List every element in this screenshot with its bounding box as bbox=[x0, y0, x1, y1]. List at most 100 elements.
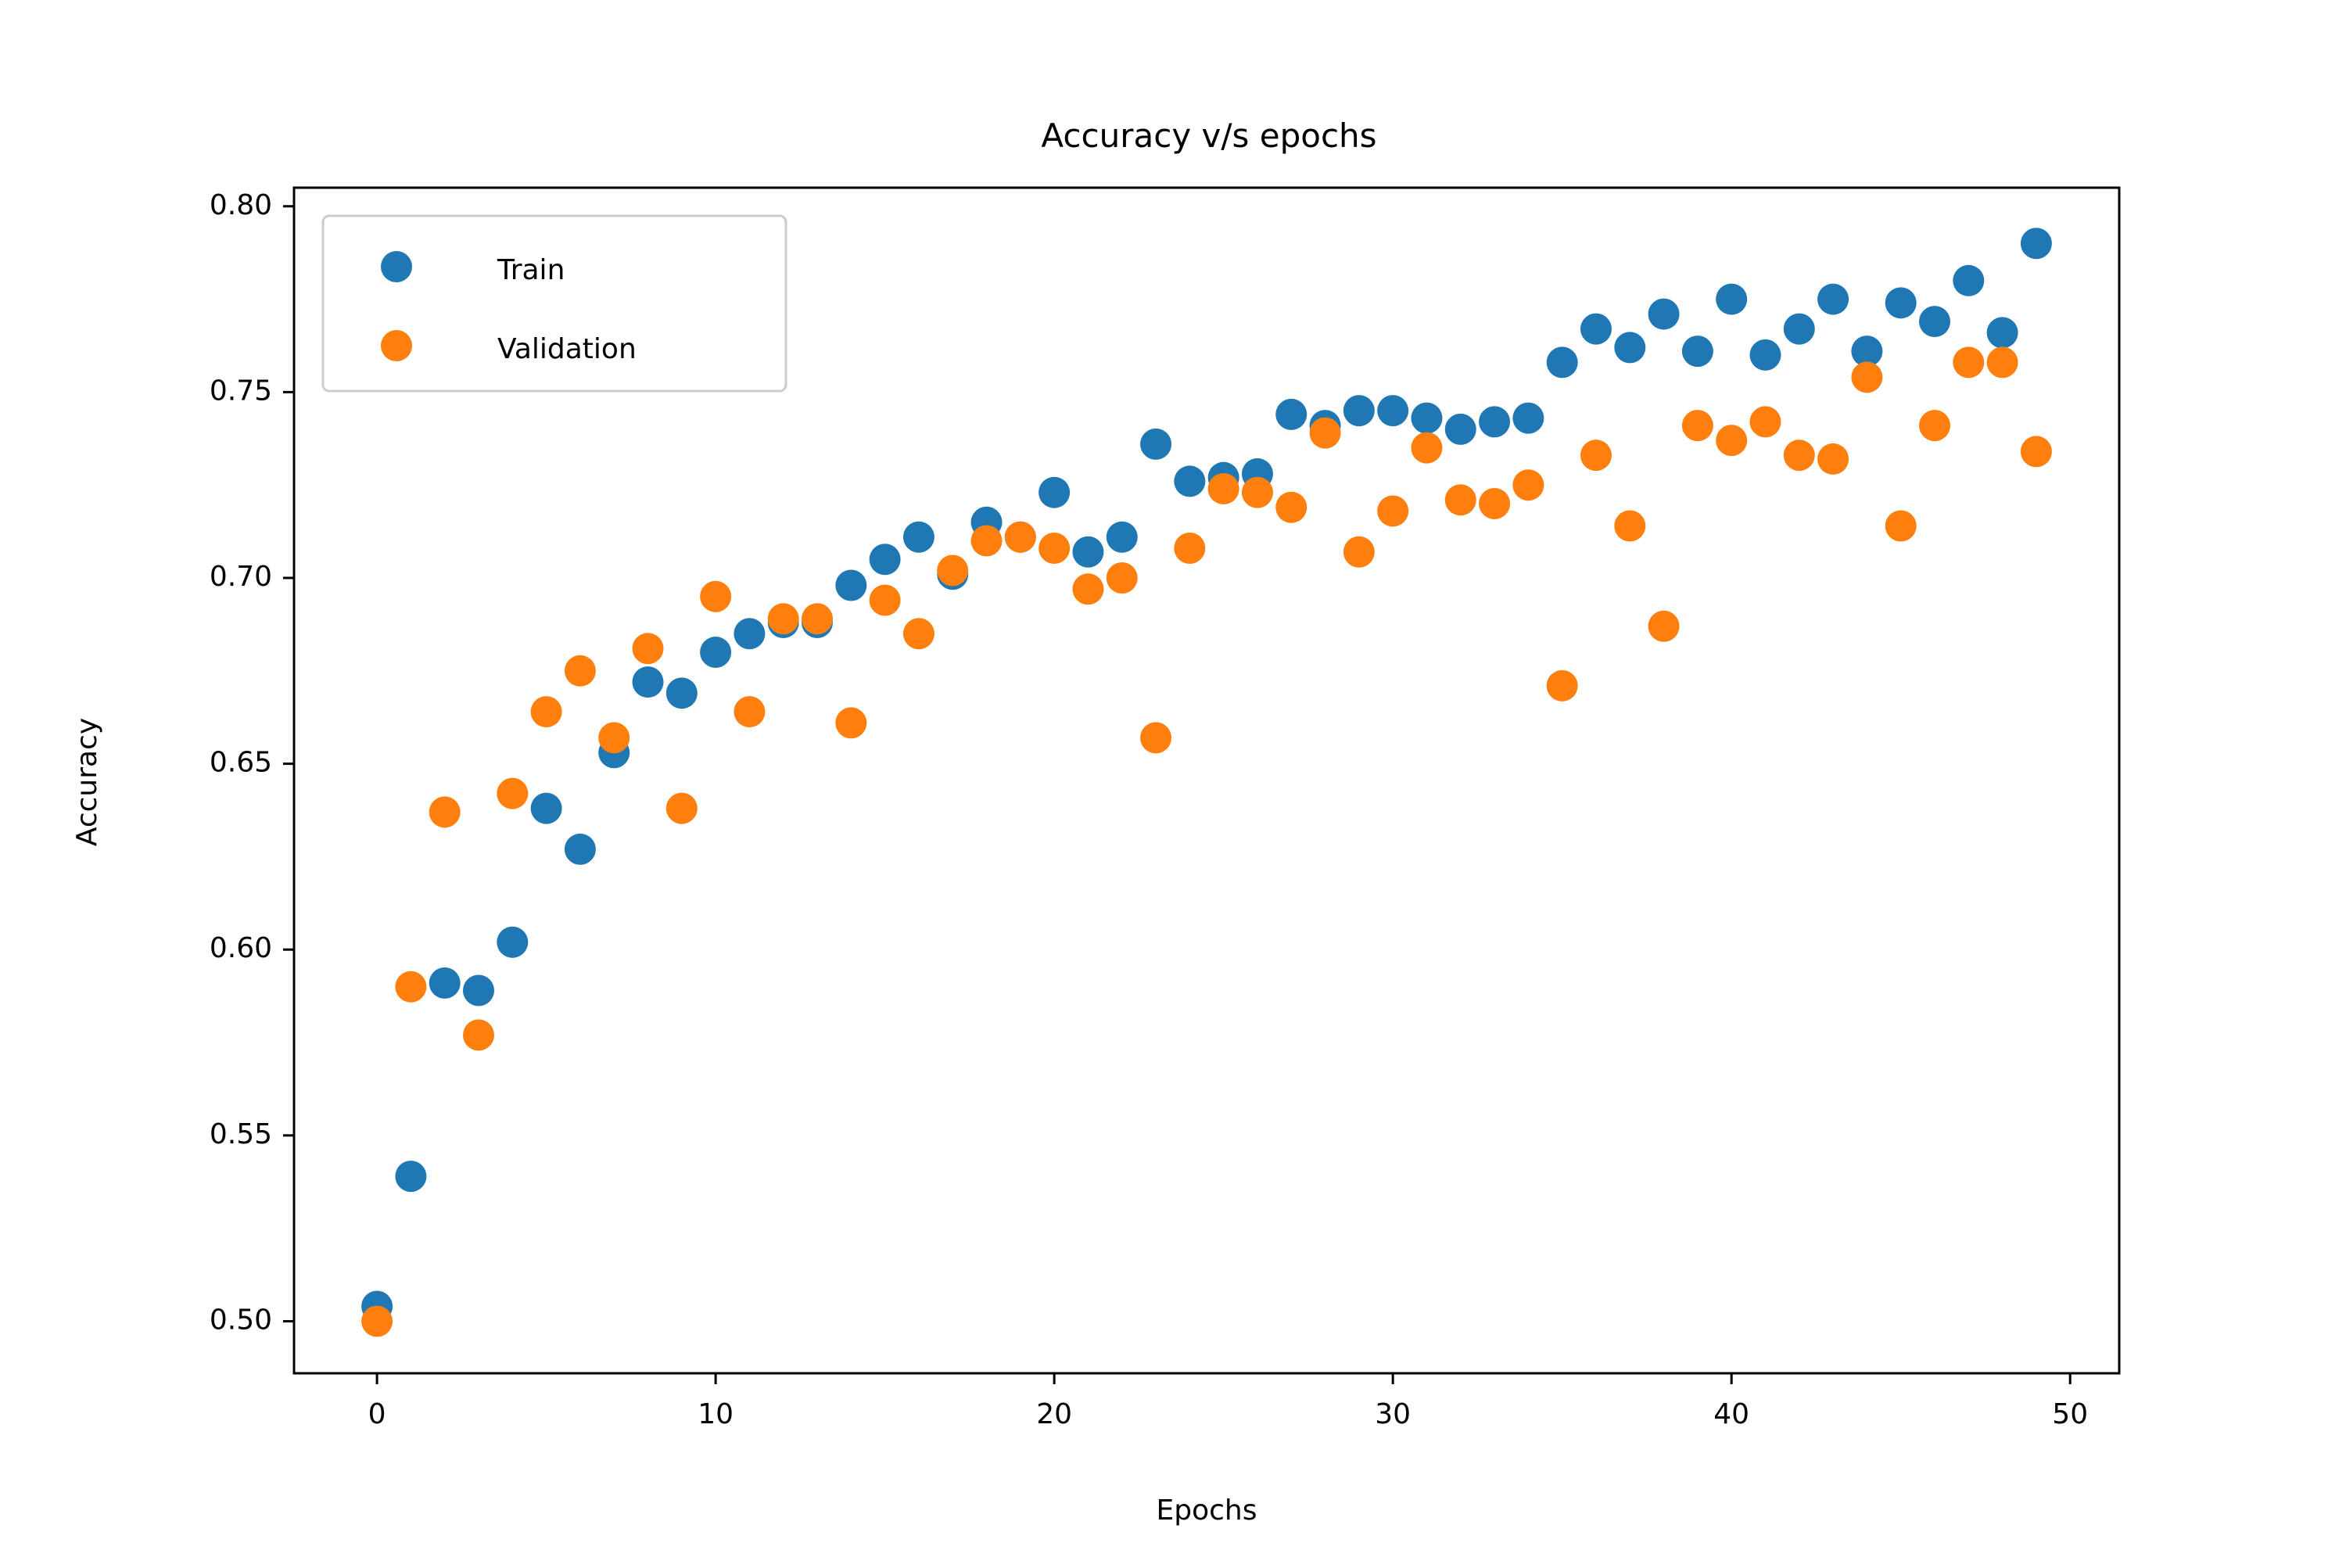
x-tick-label: 0 bbox=[368, 1398, 386, 1430]
train-point bbox=[1580, 313, 1612, 345]
legend: Train Validation bbox=[321, 214, 787, 393]
train-point bbox=[1377, 395, 1409, 427]
train-point bbox=[1817, 283, 1849, 315]
train-point bbox=[1953, 264, 1985, 296]
validation-point bbox=[1241, 476, 1273, 508]
validation-point bbox=[395, 971, 427, 1003]
validation-point bbox=[1174, 532, 1206, 564]
train-point bbox=[1512, 402, 1544, 434]
validation-point bbox=[1207, 472, 1239, 504]
validation-point bbox=[1986, 346, 2018, 379]
data-points-layer bbox=[361, 228, 2052, 1337]
train-point bbox=[1783, 313, 1815, 345]
train-point bbox=[734, 618, 766, 650]
validation-point bbox=[1919, 410, 1951, 442]
validation-point bbox=[1580, 440, 1612, 472]
validation-point bbox=[1377, 495, 1409, 527]
train-point bbox=[665, 677, 698, 709]
y-tick-label: 0.80 bbox=[210, 189, 272, 221]
validation-point bbox=[1953, 346, 1985, 379]
x-tick-label: 50 bbox=[2052, 1398, 2088, 1430]
validation-point bbox=[1614, 510, 1646, 542]
train-point bbox=[1174, 465, 1206, 497]
y-axis-ticks: 0.50 0.55 0.60 0.65 0.70 0.75 0.80 bbox=[210, 189, 294, 1336]
validation-point bbox=[598, 722, 630, 754]
validation-point bbox=[802, 603, 834, 635]
validation-point bbox=[1885, 510, 1917, 542]
train-point bbox=[395, 1161, 427, 1193]
validation-point bbox=[1817, 443, 1849, 475]
train-point bbox=[902, 521, 934, 553]
plot-frame bbox=[292, 186, 2121, 1375]
train-point bbox=[2020, 228, 2052, 260]
validation-point bbox=[1444, 484, 1476, 516]
validation-point bbox=[1648, 610, 1680, 642]
train-point bbox=[1106, 521, 1138, 553]
validation-point bbox=[1072, 573, 1104, 605]
train-point bbox=[1614, 332, 1646, 364]
validation-point bbox=[902, 618, 934, 650]
train-point bbox=[835, 569, 867, 601]
validation-point bbox=[734, 696, 766, 728]
validation-point bbox=[2020, 436, 2052, 468]
train-point bbox=[497, 926, 529, 958]
validation-point bbox=[361, 1305, 393, 1337]
validation-point bbox=[429, 796, 461, 828]
validation-point bbox=[530, 696, 562, 728]
validation-point bbox=[1851, 361, 1883, 393]
train-point bbox=[462, 974, 494, 1006]
y-tick-label: 0.55 bbox=[210, 1118, 272, 1150]
train-point bbox=[1411, 402, 1443, 434]
train-point bbox=[530, 792, 562, 824]
validation-point bbox=[1681, 410, 1713, 442]
train-point bbox=[1444, 413, 1476, 445]
legend-label-train: Train bbox=[497, 254, 565, 286]
validation-point bbox=[497, 777, 529, 809]
train-point bbox=[1546, 346, 1578, 379]
y-axis-label: Accuracy bbox=[71, 718, 103, 846]
validation-point bbox=[937, 554, 969, 587]
validation-point bbox=[1479, 487, 1511, 519]
legend-marker-train bbox=[381, 251, 412, 282]
validation-point bbox=[1275, 491, 1308, 523]
y-tick-label: 0.70 bbox=[210, 561, 272, 593]
train-point bbox=[1986, 317, 2018, 349]
validation-point bbox=[1716, 425, 1748, 457]
train-point bbox=[1749, 339, 1781, 371]
validation-point bbox=[1140, 722, 1172, 754]
train-point bbox=[1275, 398, 1308, 430]
validation-point bbox=[767, 603, 799, 635]
train-point bbox=[1072, 536, 1104, 568]
legend-marker-validation bbox=[381, 330, 412, 361]
train-point bbox=[1716, 283, 1748, 315]
train-point bbox=[1851, 335, 1883, 368]
train-point bbox=[1919, 306, 1951, 338]
train-point bbox=[1648, 298, 1680, 330]
validation-point bbox=[869, 584, 901, 616]
validation-point bbox=[1004, 521, 1036, 553]
train-point bbox=[1681, 335, 1713, 368]
train-point bbox=[1343, 395, 1375, 427]
train-point bbox=[1885, 287, 1917, 319]
legend-label-validation: Validation bbox=[497, 333, 637, 365]
x-tick-label: 30 bbox=[1375, 1398, 1411, 1430]
x-axis-label: Epochs bbox=[1157, 1494, 1257, 1527]
validation-point bbox=[1546, 669, 1578, 701]
validation-point bbox=[1038, 532, 1071, 564]
validation-point bbox=[835, 707, 867, 739]
train-point bbox=[869, 544, 901, 576]
validation-point bbox=[1749, 406, 1781, 438]
validation-point bbox=[970, 525, 1003, 557]
x-tick-label: 40 bbox=[1713, 1398, 1749, 1430]
train-point bbox=[700, 637, 732, 669]
validation-point bbox=[462, 1019, 494, 1051]
validation-point bbox=[1512, 469, 1544, 501]
x-tick-label: 20 bbox=[1036, 1398, 1072, 1430]
train-point bbox=[564, 833, 596, 865]
validation-point bbox=[665, 792, 698, 824]
train-point bbox=[632, 666, 664, 698]
train-point bbox=[1479, 406, 1511, 438]
x-tick-label: 10 bbox=[698, 1398, 734, 1430]
